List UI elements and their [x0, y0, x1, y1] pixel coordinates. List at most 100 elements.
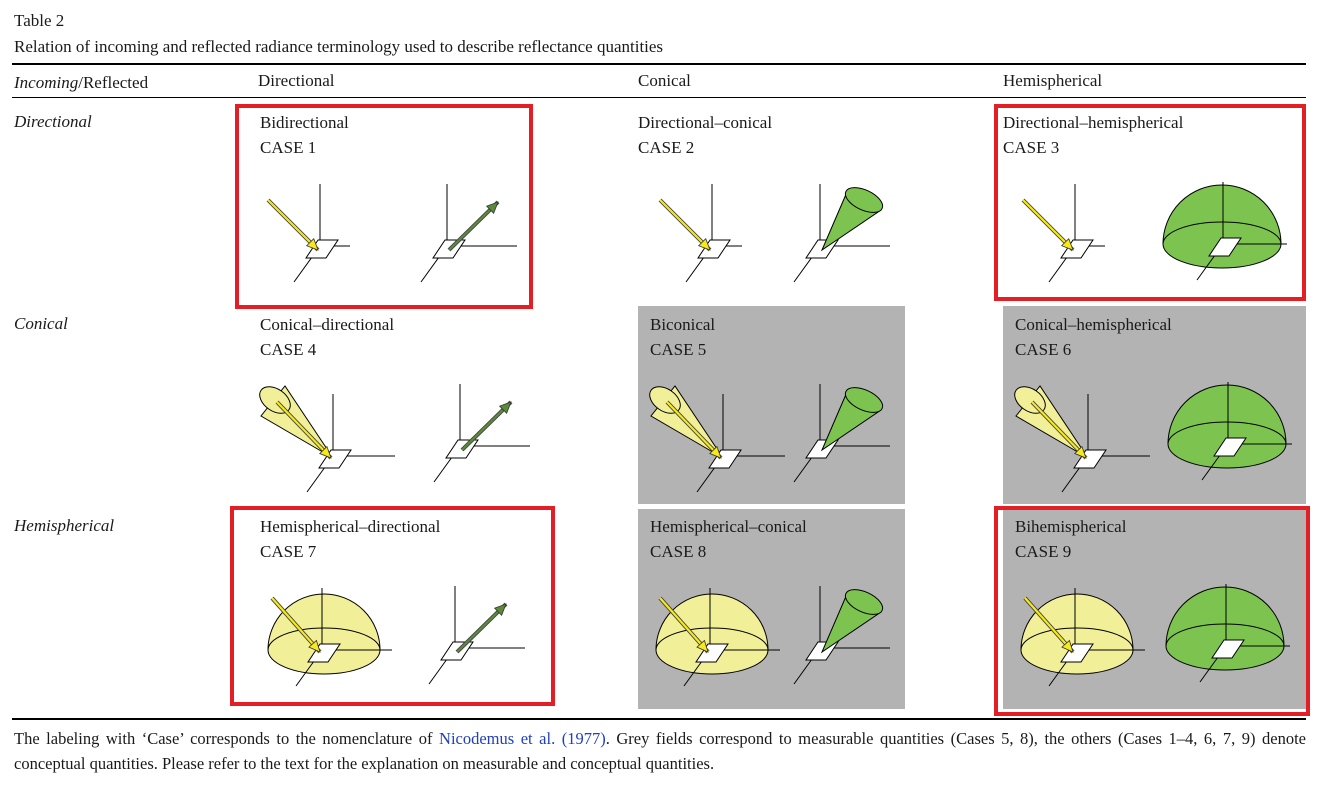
- incoming-hemispherical-glyph: [655, 588, 780, 687]
- reflected-directional-glyph: [428, 586, 525, 685]
- cell-title-case-4: Conical–directional CASE 4: [260, 312, 394, 362]
- cell-case: CASE 1: [260, 138, 317, 157]
- surface-patch: [1213, 437, 1247, 457]
- row-header-hemispherical: Hemispherical: [14, 516, 115, 535]
- cell-case: CASE 7: [260, 542, 317, 561]
- arrow-shaft: [267, 199, 319, 251]
- cell-name: Conical–hemispherical: [1015, 315, 1172, 334]
- arrow-shaft: [461, 401, 512, 451]
- reflected-conical-glyph: [793, 586, 890, 685]
- cell-title-case-5: Biconical CASE 5: [650, 312, 715, 362]
- cell-case: CASE 6: [1015, 340, 1072, 359]
- arrow-shaft: [271, 597, 321, 653]
- cell-name: Directional–conical: [638, 113, 773, 132]
- incoming-hemispherical-glyph: [267, 588, 392, 687]
- cell-case: CASE 4: [260, 340, 317, 359]
- arrow-head: [305, 237, 319, 251]
- hemisphere-rim: [1162, 221, 1282, 245]
- incoming-conical-glyph: [259, 385, 395, 493]
- reflected-directional-glyph: [420, 184, 517, 283]
- reflected-hemispherical-glyph: [1167, 382, 1292, 481]
- row-header-directional: Directional: [14, 112, 92, 131]
- arrow-shaft: [1024, 597, 1074, 653]
- column-header-directional: Directional: [258, 71, 335, 90]
- arrow-head: [709, 445, 722, 459]
- arrow-head: [696, 639, 709, 653]
- arrow-shaft: [1022, 199, 1074, 251]
- incoming-hemispherical-glyph: [1020, 588, 1145, 687]
- hemisphere-rim: [267, 627, 381, 651]
- cell-name: Biconical: [650, 315, 716, 334]
- arrow-shaft: [659, 199, 711, 251]
- reflected-cone-base: [844, 589, 884, 615]
- reflected-hemispherical-glyph: [1165, 584, 1290, 683]
- cell-name: Hemispherical–directional: [260, 517, 441, 536]
- arrow-head: [308, 639, 321, 653]
- column-header-conical: Conical: [638, 71, 691, 90]
- reflected-cone-base: [844, 187, 884, 213]
- table-caption: Relation of incoming and reflected radia…: [14, 37, 664, 56]
- arrow-head: [1060, 237, 1074, 251]
- arrow-head: [319, 445, 332, 459]
- cell-case: CASE 8: [650, 542, 707, 561]
- incoming-directional-glyph: [658, 184, 742, 283]
- arrow-head: [498, 401, 512, 414]
- footnote-text-end: . Grey fields correspond to measurable q…: [14, 729, 1307, 773]
- arrow-shaft: [666, 401, 722, 459]
- reflected-hemispherical-glyph: [1162, 182, 1287, 281]
- nicodemus-reference-link[interactable]: Nicodemus et al. (1977): [439, 729, 606, 748]
- corner-incoming: Incoming: [14, 73, 79, 92]
- cell-name: Bihemispherical: [1015, 517, 1127, 536]
- arrow-shaft: [1031, 401, 1087, 459]
- arrow-head: [1074, 445, 1087, 459]
- arrow-head: [1061, 639, 1074, 653]
- highlight-case-9: [994, 506, 1310, 716]
- cell-title-case-7: Hemispherical–directional CASE 7: [260, 514, 440, 564]
- arrow-shaft: [456, 603, 507, 653]
- cell-case: CASE 9: [1015, 542, 1072, 561]
- cell-title-case-6: Conical–hemispherical CASE 6: [1015, 312, 1172, 362]
- highlight-case-7: [230, 506, 555, 706]
- cell-title-case-1: Bidirectional CASE 1: [260, 110, 349, 160]
- arrow-shaft: [448, 201, 499, 251]
- top-rule: [12, 63, 1306, 65]
- surface-patch: [1211, 639, 1245, 659]
- column-header-hemispherical: Hemispherical: [1003, 71, 1103, 90]
- cell-name: Directional–hemispherical: [1003, 113, 1184, 132]
- cell-title-case-9: Bihemispherical CASE 9: [1015, 514, 1126, 564]
- arrow-shaft: [659, 597, 709, 653]
- cell-title-case-3: Directional–hemispherical CASE 3: [1003, 110, 1183, 160]
- highlight-case-1: [235, 104, 533, 309]
- reflected-conical-glyph: [793, 184, 890, 283]
- cell-name: Conical–directional: [260, 315, 395, 334]
- arrow-head: [493, 603, 507, 616]
- cell-title-case-8: Hemispherical–conical CASE 8: [650, 514, 807, 564]
- arrow-head: [697, 237, 711, 251]
- header-rule: [12, 97, 1306, 98]
- table-label: Table 2: [14, 11, 65, 30]
- cell-case: CASE 2: [638, 138, 695, 157]
- hemisphere-rim: [1167, 421, 1287, 445]
- reflected-directional-glyph: [433, 384, 530, 483]
- hemisphere-rim: [655, 627, 769, 651]
- reflected-cone-base: [844, 387, 884, 413]
- cell-case: CASE 5: [650, 340, 707, 359]
- bottom-rule: [12, 718, 1306, 720]
- corner-reflected: /Reflected: [78, 73, 149, 92]
- footnote-text-start: The labeling with ‘Case’ corresponds to …: [14, 729, 440, 748]
- row-header-conical: Conical: [14, 314, 68, 333]
- table-footnote: The labeling with ‘Case’ corresponds to …: [14, 726, 1306, 776]
- reflected-conical-glyph: [793, 384, 890, 483]
- incoming-conical-glyph: [1014, 385, 1150, 493]
- incoming-conical-glyph: [649, 385, 785, 493]
- hemisphere-rim: [1165, 623, 1285, 647]
- highlight-case-3: [994, 104, 1306, 301]
- arrow-shaft: [276, 401, 332, 459]
- cell-case: CASE 3: [1003, 138, 1060, 157]
- corner-header: Incoming/Reflected: [14, 72, 148, 94]
- hemisphere-rim: [1020, 627, 1134, 651]
- incoming-directional-glyph: [266, 184, 350, 283]
- cell-title-case-2: Directional–conical CASE 2: [638, 110, 772, 160]
- cell-name: Bidirectional: [260, 113, 349, 132]
- incoming-directional-glyph: [1021, 184, 1105, 283]
